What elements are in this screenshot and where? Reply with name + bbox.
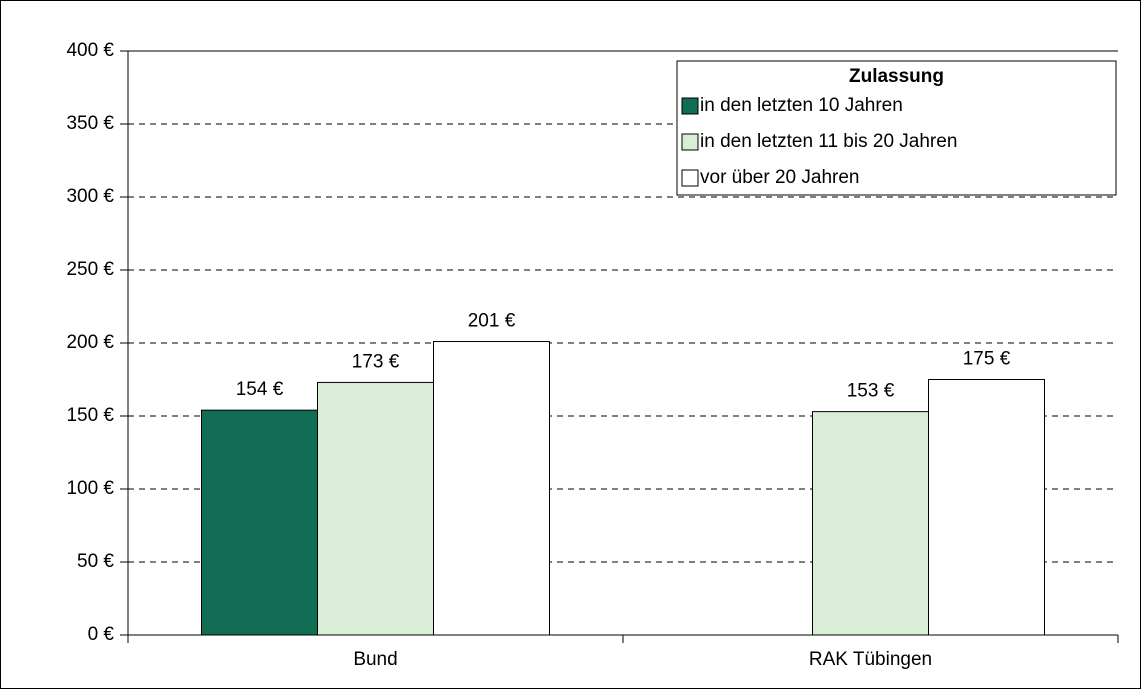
bar <box>317 381 434 636</box>
y-tick-label: 0 € <box>88 624 115 645</box>
y-tick-label: 200 € <box>66 332 114 353</box>
value-label: 154 € <box>236 379 284 400</box>
bar <box>201 409 318 636</box>
bar <box>433 341 550 636</box>
y-tick-label: 50 € <box>77 551 114 572</box>
legend-label: in den letzten 10 Jahren <box>700 95 903 116</box>
legend-swatch <box>681 97 699 115</box>
y-tick-label: 150 € <box>66 405 114 426</box>
legend-swatch <box>681 133 699 151</box>
legend-swatch <box>681 169 699 187</box>
bar <box>928 379 1045 636</box>
y-tick-label: 300 € <box>66 186 114 207</box>
y-tick-label: 100 € <box>66 478 114 499</box>
value-label: 173 € <box>352 351 400 372</box>
legend-label: vor über 20 Jahren <box>700 167 860 188</box>
y-tick-label: 350 € <box>66 113 114 134</box>
x-tick-label: RAK Tübingen <box>809 649 932 670</box>
x-tick-label: Bund <box>353 649 397 670</box>
y-tick-label: 400 € <box>66 40 114 61</box>
legend-title: Zulassung <box>849 66 944 87</box>
value-label: 153 € <box>847 381 895 402</box>
legend-box <box>676 60 1117 196</box>
y-tick-label: 250 € <box>66 259 114 280</box>
value-label: 175 € <box>963 349 1011 370</box>
value-label: 201 € <box>468 311 516 332</box>
legend-label: in den letzten 11 bis 20 Jahren <box>700 131 957 152</box>
bar <box>812 411 929 636</box>
